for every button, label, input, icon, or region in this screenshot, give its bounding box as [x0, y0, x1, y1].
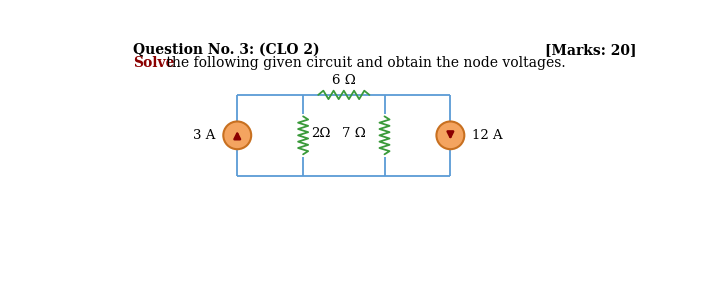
Text: 6 Ω: 6 Ω	[332, 74, 356, 87]
Text: 12 A: 12 A	[472, 129, 503, 142]
Text: 3 A: 3 A	[193, 129, 215, 142]
Text: Solve: Solve	[132, 56, 174, 70]
Text: 2Ω: 2Ω	[311, 127, 330, 140]
Text: 7 Ω: 7 Ω	[342, 127, 366, 140]
Text: the following given circuit and obtain the node voltages.: the following given circuit and obtain t…	[162, 56, 566, 70]
Text: Question No. 3: (CLO 2): Question No. 3: (CLO 2)	[132, 43, 319, 58]
Circle shape	[436, 122, 464, 149]
Text: [Marks: 20]: [Marks: 20]	[545, 43, 636, 57]
Circle shape	[223, 122, 251, 149]
